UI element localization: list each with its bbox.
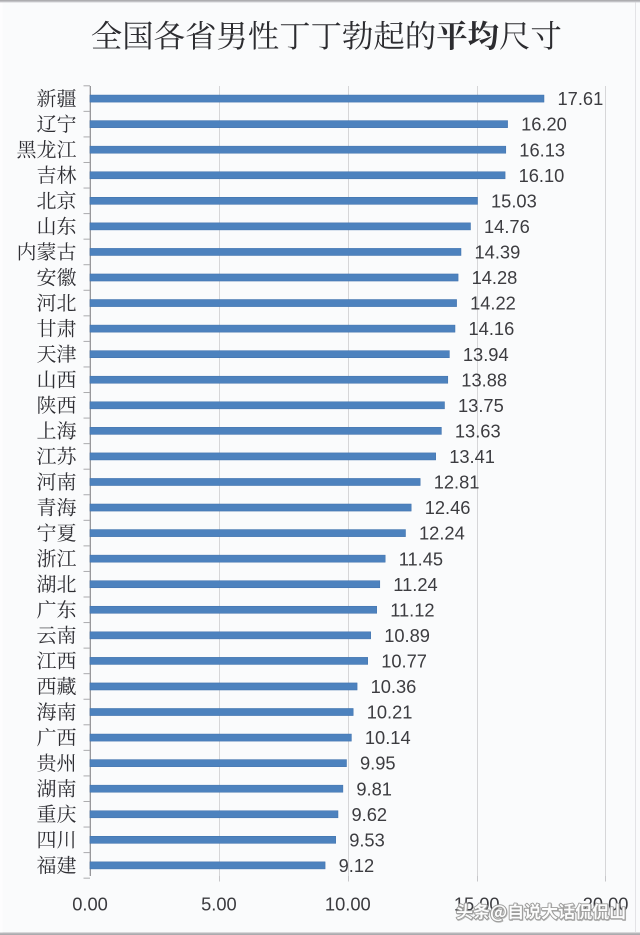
svg-text:14.16: 14.16 [469, 318, 515, 339]
svg-text:11.24: 11.24 [393, 574, 437, 595]
svg-text:13.63: 13.63 [455, 420, 501, 441]
svg-text:14.28: 14.28 [472, 267, 518, 288]
svg-text:9.95: 9.95 [360, 753, 396, 774]
svg-text:10.14: 10.14 [365, 727, 411, 748]
svg-text:15.03: 15.03 [491, 190, 537, 211]
svg-text:9.53: 9.53 [349, 829, 385, 850]
svg-text:9.81: 9.81 [356, 778, 392, 799]
svg-text:9.12: 9.12 [339, 855, 375, 876]
svg-text:14.39: 14.39 [475, 242, 521, 263]
svg-text:13.94: 13.94 [463, 344, 509, 365]
svg-text:16.13: 16.13 [519, 139, 565, 160]
svg-text:5.00: 5.00 [201, 894, 237, 915]
svg-text:12.46: 12.46 [425, 497, 471, 518]
svg-text:11.45: 11.45 [399, 548, 443, 569]
svg-text:10.89: 10.89 [384, 625, 430, 646]
svg-text:13.88: 13.88 [461, 369, 507, 390]
svg-text:9.62: 9.62 [352, 804, 388, 825]
svg-text:14.22: 14.22 [470, 293, 516, 314]
svg-text:16.20: 16.20 [521, 114, 567, 135]
svg-text:10.36: 10.36 [371, 676, 417, 697]
svg-text:14.76: 14.76 [484, 216, 530, 237]
svg-text:12.24: 12.24 [419, 523, 465, 544]
svg-text:11.12: 11.12 [390, 599, 434, 620]
svg-text:13.75: 13.75 [458, 395, 504, 416]
svg-text:16.10: 16.10 [519, 165, 565, 186]
svg-text:17.61: 17.61 [558, 88, 604, 109]
svg-text:13.41: 13.41 [449, 446, 495, 467]
svg-text:0.00: 0.00 [72, 894, 108, 915]
svg-text:10.77: 10.77 [381, 651, 427, 672]
svg-text:12.81: 12.81 [434, 472, 480, 493]
svg-text:10.00: 10.00 [325, 894, 371, 915]
svg-text:10.21: 10.21 [367, 702, 413, 723]
